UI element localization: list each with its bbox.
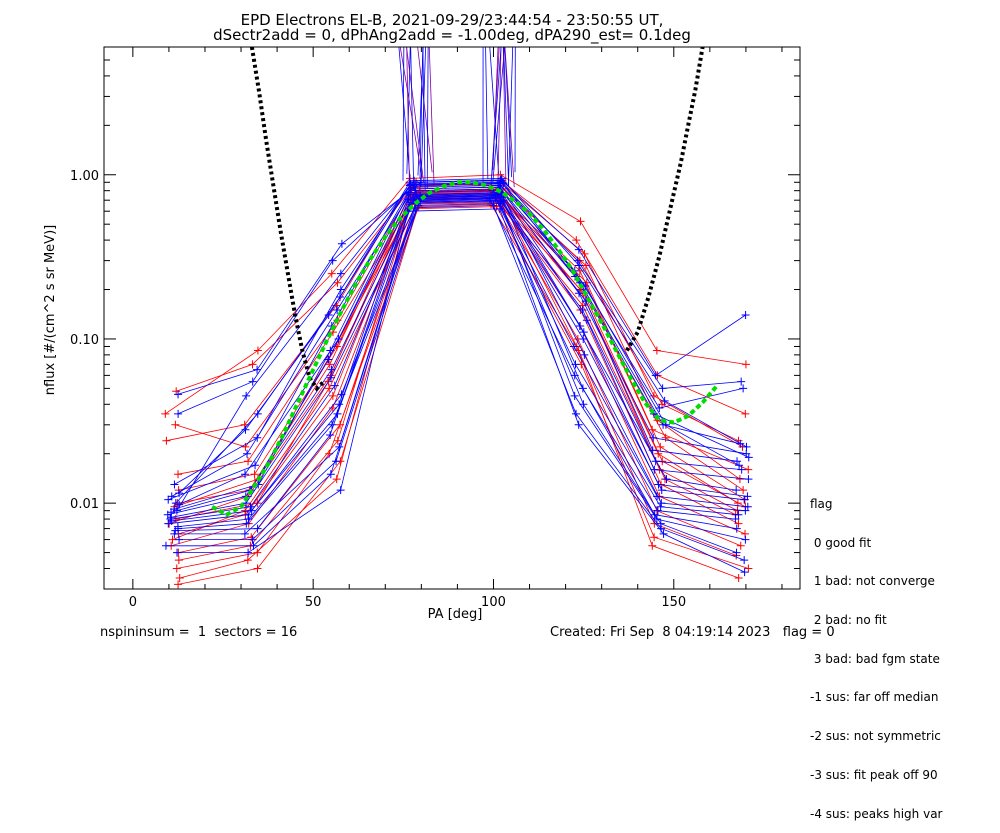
flux-point <box>243 450 251 458</box>
legend-item: -1 sus: far off median <box>810 691 942 704</box>
flux-point <box>659 384 667 392</box>
flux-point <box>571 392 579 400</box>
flux-point <box>337 270 345 278</box>
x-tick-label: 150 <box>661 595 686 610</box>
x-axis-label: PA [deg] <box>428 607 483 622</box>
flux-point <box>175 556 183 564</box>
y-tick-label: 0.10 <box>70 333 99 348</box>
flux-point <box>656 443 664 451</box>
flux-line <box>175 184 742 447</box>
flux-line <box>176 181 749 503</box>
flux-point <box>253 366 261 374</box>
flux-point <box>251 461 259 469</box>
flux-point <box>338 240 346 248</box>
flux-point <box>742 311 750 319</box>
flux-point <box>742 360 750 368</box>
flux-point <box>741 568 749 576</box>
flux-point <box>737 542 745 550</box>
x-tick-label: 50 <box>305 595 322 610</box>
flux-line <box>179 202 741 560</box>
flux-point <box>575 421 583 429</box>
flux-point <box>242 392 250 400</box>
flux-point <box>253 549 261 557</box>
x-tick-label: 0 <box>129 595 137 610</box>
flux-point <box>161 410 169 418</box>
flux-point <box>173 564 181 572</box>
flux-point <box>572 236 580 244</box>
flux-point <box>744 564 752 572</box>
flux-line <box>178 182 741 413</box>
flux-point <box>740 556 748 564</box>
flux-point <box>744 475 752 483</box>
flux-point <box>337 486 345 494</box>
flux-point <box>733 507 741 515</box>
flux-point <box>164 496 172 504</box>
legend-title: flag <box>810 498 942 511</box>
model-curve-right <box>627 47 703 351</box>
flux-point <box>579 400 587 408</box>
flux-point <box>737 378 745 386</box>
plot-frame <box>104 47 800 589</box>
flag-legend: flag 0 good fit 1 bad: not converge 2 ba… <box>810 472 942 833</box>
y-tick-label: 0.01 <box>70 497 99 512</box>
flux-point <box>579 384 587 392</box>
y-tick-label: 1.00 <box>70 169 99 184</box>
flux-point <box>337 286 345 294</box>
flux-point <box>739 384 747 392</box>
flux-point <box>244 457 252 465</box>
flux-point <box>170 480 178 488</box>
flux-point <box>162 437 170 445</box>
flux-line <box>179 189 737 505</box>
error-bar <box>403 47 404 181</box>
flux-point <box>576 217 584 225</box>
flux-line <box>178 180 746 394</box>
model-curve-left <box>252 47 324 388</box>
error-bar <box>427 47 428 188</box>
legend-item: 2 bad: no fit <box>810 614 942 627</box>
flux-point <box>739 486 747 494</box>
flux-line <box>174 184 743 485</box>
flux-point <box>652 457 660 465</box>
error-bar <box>508 47 512 185</box>
legend-item: -4 sus: peaks high var <box>810 808 942 821</box>
y-axis-label: nflux [#/(cm^2 s sr MeV)] <box>43 225 58 395</box>
footer-left: nspininsum = 1 sectors = 16 <box>100 625 297 640</box>
x-tick-label: 100 <box>481 595 506 610</box>
legend-item: 3 bad: bad fgm state <box>810 653 942 666</box>
flux-point <box>162 542 170 550</box>
flux-point <box>736 475 744 483</box>
axes-layer: 0 50 100 150 0.01 0.10 1.00 <box>70 47 800 610</box>
flux-point <box>324 355 332 363</box>
flux-line <box>178 187 748 474</box>
legend-item: 0 good fit <box>810 537 942 550</box>
flux-point <box>653 347 661 355</box>
flux-point <box>174 470 182 478</box>
flux-point <box>176 574 184 582</box>
flux-point <box>741 536 749 544</box>
flux-point <box>741 410 749 418</box>
flux-point <box>648 542 656 550</box>
error-bar <box>411 47 414 185</box>
legend-item: 1 bad: not converge <box>810 575 942 588</box>
flux-point <box>326 431 334 439</box>
flux-point <box>735 574 743 582</box>
flux-point <box>171 421 179 429</box>
flux-point <box>173 549 181 557</box>
error-bar <box>486 47 488 179</box>
legend-item: -2 sus: not symmetric <box>810 730 942 743</box>
flux-line <box>179 189 740 490</box>
flux-line <box>179 203 736 552</box>
chart-title-line2: dSectr2add = 0, dPhAng2add = -1.00deg, d… <box>213 26 691 45</box>
footer-right: Created: Fri Sep 8 04:19:14 2023 flag = … <box>550 625 835 640</box>
flux-line <box>176 181 745 414</box>
flux-point <box>174 410 182 418</box>
flux-point <box>174 580 182 588</box>
flux-point <box>253 564 261 572</box>
data-layer <box>161 47 752 588</box>
flux-line <box>170 195 744 519</box>
legend-item: -3 sus: fit peak off 90 <box>810 769 942 782</box>
flux-point <box>650 533 658 541</box>
flux-line <box>168 187 746 500</box>
